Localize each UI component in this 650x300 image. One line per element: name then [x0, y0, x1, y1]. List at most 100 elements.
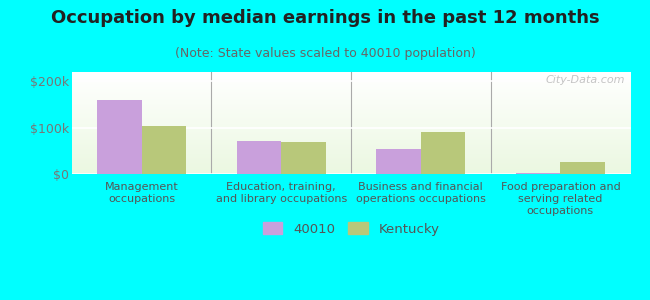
Bar	[72, 157, 630, 158]
Bar	[72, 97, 630, 98]
Bar	[237, 141, 281, 174]
Bar	[72, 98, 630, 99]
Bar	[72, 103, 630, 104]
Bar	[72, 102, 630, 103]
Bar	[72, 123, 630, 124]
Bar	[72, 83, 630, 84]
Bar	[72, 156, 630, 157]
Text: City-Data.com: City-Data.com	[545, 75, 625, 85]
Bar	[72, 80, 630, 81]
Bar	[72, 116, 630, 117]
Bar	[72, 145, 630, 146]
Bar	[72, 135, 630, 136]
Bar	[72, 142, 630, 143]
Bar	[72, 138, 630, 139]
Bar	[72, 139, 630, 140]
Bar	[72, 108, 630, 109]
Bar	[72, 104, 630, 105]
Bar	[72, 120, 630, 121]
Bar	[72, 128, 630, 129]
Bar	[72, 92, 630, 93]
Bar	[72, 173, 630, 174]
Bar	[72, 112, 630, 113]
Bar	[72, 169, 630, 170]
Bar	[72, 95, 630, 96]
Bar	[72, 158, 630, 159]
Bar	[72, 78, 630, 79]
Bar	[72, 77, 630, 78]
Bar	[72, 106, 630, 107]
Bar	[72, 152, 630, 153]
Bar	[72, 119, 630, 120]
Bar	[142, 126, 187, 174]
Bar	[515, 173, 560, 174]
Bar	[72, 149, 630, 150]
Bar	[72, 167, 630, 168]
Bar	[72, 136, 630, 137]
Bar	[72, 155, 630, 156]
Bar	[72, 161, 630, 162]
Bar	[72, 121, 630, 122]
Bar	[72, 141, 630, 142]
Bar	[72, 160, 630, 161]
Bar	[72, 159, 630, 160]
Bar	[72, 146, 630, 147]
Bar	[72, 88, 630, 89]
Bar	[72, 134, 630, 135]
Legend: 40010, Kentucky: 40010, Kentucky	[257, 217, 445, 241]
Bar	[72, 86, 630, 87]
Bar	[72, 90, 630, 91]
Bar	[72, 113, 630, 114]
Bar	[72, 118, 630, 119]
Bar	[72, 75, 630, 76]
Bar	[72, 82, 630, 83]
Bar	[72, 99, 630, 100]
Bar	[72, 96, 630, 97]
Bar	[72, 137, 630, 138]
Text: (Note: State values scaled to 40010 population): (Note: State values scaled to 40010 popu…	[175, 46, 475, 59]
Bar	[72, 166, 630, 167]
Bar	[72, 172, 630, 173]
Bar	[72, 150, 630, 151]
Bar	[72, 81, 630, 82]
Bar	[72, 132, 630, 133]
Text: Occupation by median earnings in the past 12 months: Occupation by median earnings in the pas…	[51, 9, 599, 27]
Bar	[72, 105, 630, 106]
Bar	[72, 93, 630, 94]
Bar	[72, 76, 630, 77]
Bar	[72, 140, 630, 141]
Bar	[72, 144, 630, 145]
Bar	[72, 147, 630, 148]
Bar	[72, 170, 630, 171]
Bar	[72, 109, 630, 110]
Bar	[72, 111, 630, 112]
Bar	[72, 117, 630, 118]
Bar	[97, 100, 142, 174]
Bar	[376, 148, 421, 174]
Bar	[72, 74, 630, 75]
Bar	[281, 142, 326, 174]
Bar	[72, 151, 630, 152]
Bar	[72, 127, 630, 128]
Bar	[72, 126, 630, 127]
Bar	[72, 101, 630, 102]
Bar	[72, 110, 630, 111]
Bar	[72, 129, 630, 130]
Bar	[72, 154, 630, 155]
Bar	[72, 163, 630, 164]
Bar	[72, 168, 630, 169]
Bar	[72, 164, 630, 165]
Bar	[72, 154, 630, 155]
Bar	[72, 165, 630, 166]
Bar	[72, 130, 630, 131]
Bar	[72, 124, 630, 125]
Bar	[560, 162, 605, 174]
Bar	[72, 153, 630, 154]
Bar	[72, 148, 630, 149]
Bar	[72, 94, 630, 95]
Bar	[72, 85, 630, 86]
Bar	[72, 162, 630, 163]
Bar	[72, 131, 630, 132]
Bar	[421, 132, 465, 174]
Bar	[72, 100, 630, 101]
